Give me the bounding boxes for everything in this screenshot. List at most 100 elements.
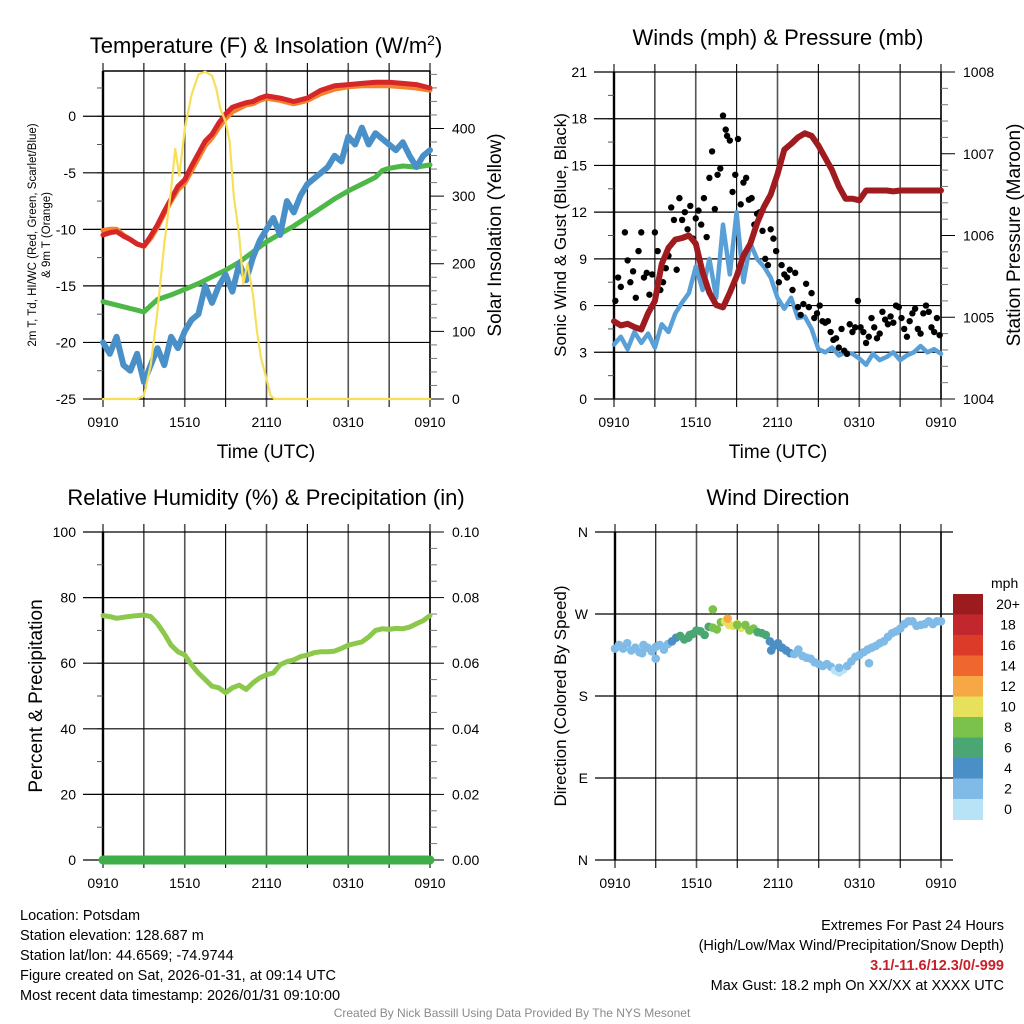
gust-point: [813, 310, 821, 317]
y2-tick-label: 0.04: [452, 721, 479, 737]
series-windchill_blue: [100, 124, 433, 385]
colorbar-swatch: [953, 676, 983, 697]
extremes-legend: (High/Low/Max Wind/Precipitation/Snow De…: [698, 938, 1004, 954]
x-tick-label: 1510: [680, 414, 711, 430]
y-tick-label: 9: [579, 251, 587, 267]
gust-point: [854, 297, 862, 305]
y-tick-label: W: [575, 606, 589, 622]
gust-point: [670, 216, 678, 224]
colorbar-swatch: [953, 594, 983, 615]
gust-point: [684, 226, 691, 233]
x-tick-label: 0910: [598, 414, 629, 430]
gust-point: [648, 271, 656, 278]
gust-point: [884, 321, 892, 328]
wind-direction-point: [637, 648, 647, 658]
gust-point: [783, 274, 791, 281]
y-tick-label: 80: [60, 590, 76, 606]
gust-point: [917, 330, 924, 337]
gust-point: [740, 179, 747, 186]
temperature-chart-title: Temperature (F) & Insolation (W/m2): [90, 32, 443, 58]
gust-point: [824, 317, 832, 325]
y2-tick-label: 300: [452, 188, 476, 204]
gust-point: [906, 317, 913, 325]
y2-tick-label: 0.10: [452, 524, 479, 540]
x-tick-label: 2110: [763, 875, 793, 891]
y2-tick-label: 0.02: [452, 786, 479, 802]
gust-point: [794, 303, 802, 311]
gust-point: [789, 286, 796, 294]
y-tick-label: 60: [60, 655, 76, 671]
winds-plot: 0910 1510 2110 0310 0910 0 3 6 9 12 15 18 21 1004 1005…: [571, 64, 994, 430]
y2-tick-label: 1004: [963, 391, 994, 407]
gust-point: [775, 279, 783, 286]
wind-direction-point: [685, 630, 695, 640]
gust-point: [614, 274, 622, 281]
location-text: Location: Potsdam: [20, 908, 141, 924]
wind-direction-point: [936, 616, 946, 626]
figure-created-text: Figure created on Sat, 2026-01-31, at 09…: [20, 968, 336, 984]
extremes-title: Extremes For Past 24 Hours: [821, 918, 1004, 934]
gust-point: [873, 335, 881, 342]
gust-point: [778, 261, 785, 269]
temperature-xlabel: Time (UTC): [217, 442, 316, 463]
y2-tick-label: 200: [452, 256, 476, 272]
x-tick-label: 2110: [762, 414, 792, 430]
wind-direction-point: [622, 638, 632, 648]
x-tick-label: 1510: [681, 875, 712, 891]
gust-point: [838, 325, 845, 333]
gust-point: [640, 274, 648, 281]
colorbar-swatch: [953, 696, 983, 718]
gust-point: [737, 201, 744, 208]
gust-point: [767, 226, 774, 233]
gust-point: [762, 255, 769, 263]
colorbar-label: 0: [1004, 801, 1012, 817]
gust-point: [879, 308, 886, 315]
series-sonic-wind: [611, 209, 944, 367]
gust-point: [717, 165, 724, 172]
x-tick-label: 0910: [87, 414, 118, 430]
y2-tick-label: 0.00: [452, 852, 479, 868]
colorbar-label: 4: [1004, 760, 1012, 776]
gust-point: [925, 308, 932, 315]
wind-direction-point: [794, 645, 803, 654]
gust-point: [632, 294, 639, 301]
x-tick-label: 2110: [251, 875, 281, 891]
winds-ylabel: Sonic Wind & Gust (Blue, Black): [551, 113, 570, 357]
colorbar-label: 10: [1000, 699, 1016, 715]
wind-direction-point: [864, 658, 874, 668]
y2-tick-label: 400: [452, 120, 476, 136]
gust-point: [832, 335, 840, 342]
temperature-ylabel-line2: & 9m T (Orange): [41, 192, 53, 278]
gust-point: [643, 269, 650, 277]
x-tick-label: 0310: [333, 875, 364, 891]
colorbar-swatch: [953, 778, 983, 800]
x-tick-label: 0310: [844, 875, 875, 891]
x-tick-label: 0910: [599, 875, 630, 891]
gust-point: [668, 204, 675, 211]
gust-point: [816, 302, 823, 309]
extremes-values: 3.1/-11.6/12.3/0/-999: [870, 958, 1004, 974]
recent-timestamp-text: Most recent data timestamp: 2026/01/31 0…: [20, 988, 341, 1004]
elevation-text: Station elevation: 128.687 m: [20, 928, 204, 944]
humidity-chart-title: Relative Humidity (%) & Precipitation (i…: [67, 485, 464, 510]
x-tick-label: 2110: [251, 414, 281, 430]
y-tick-label: 0: [68, 108, 76, 124]
gust-point: [835, 344, 843, 351]
colorbar-swatch: [953, 655, 983, 677]
gust-point: [843, 350, 851, 358]
colorbar-label: 14: [1000, 658, 1016, 674]
humidity-plot: 0910 1510 2110 0310 0910 0 20 40 60 80 100 0.00 0.02…: [53, 524, 479, 891]
gust-point: [846, 321, 853, 328]
x-tick-label: 0910: [414, 414, 445, 430]
y-tick-label: 12: [571, 204, 587, 220]
gust-point: [772, 247, 780, 255]
y-tick-label: 40: [60, 721, 76, 737]
gust-point: [617, 283, 625, 291]
colorbar-swatch: [953, 635, 983, 656]
colorbar-label: 2: [1004, 781, 1012, 797]
temperature-ylabel-line1: 2m T, Td, HI/WC (Red, Green, Scarlet/Blu…: [27, 123, 39, 346]
gust-point: [635, 247, 642, 255]
gust-point: [930, 328, 938, 336]
gust-point: [857, 324, 864, 331]
